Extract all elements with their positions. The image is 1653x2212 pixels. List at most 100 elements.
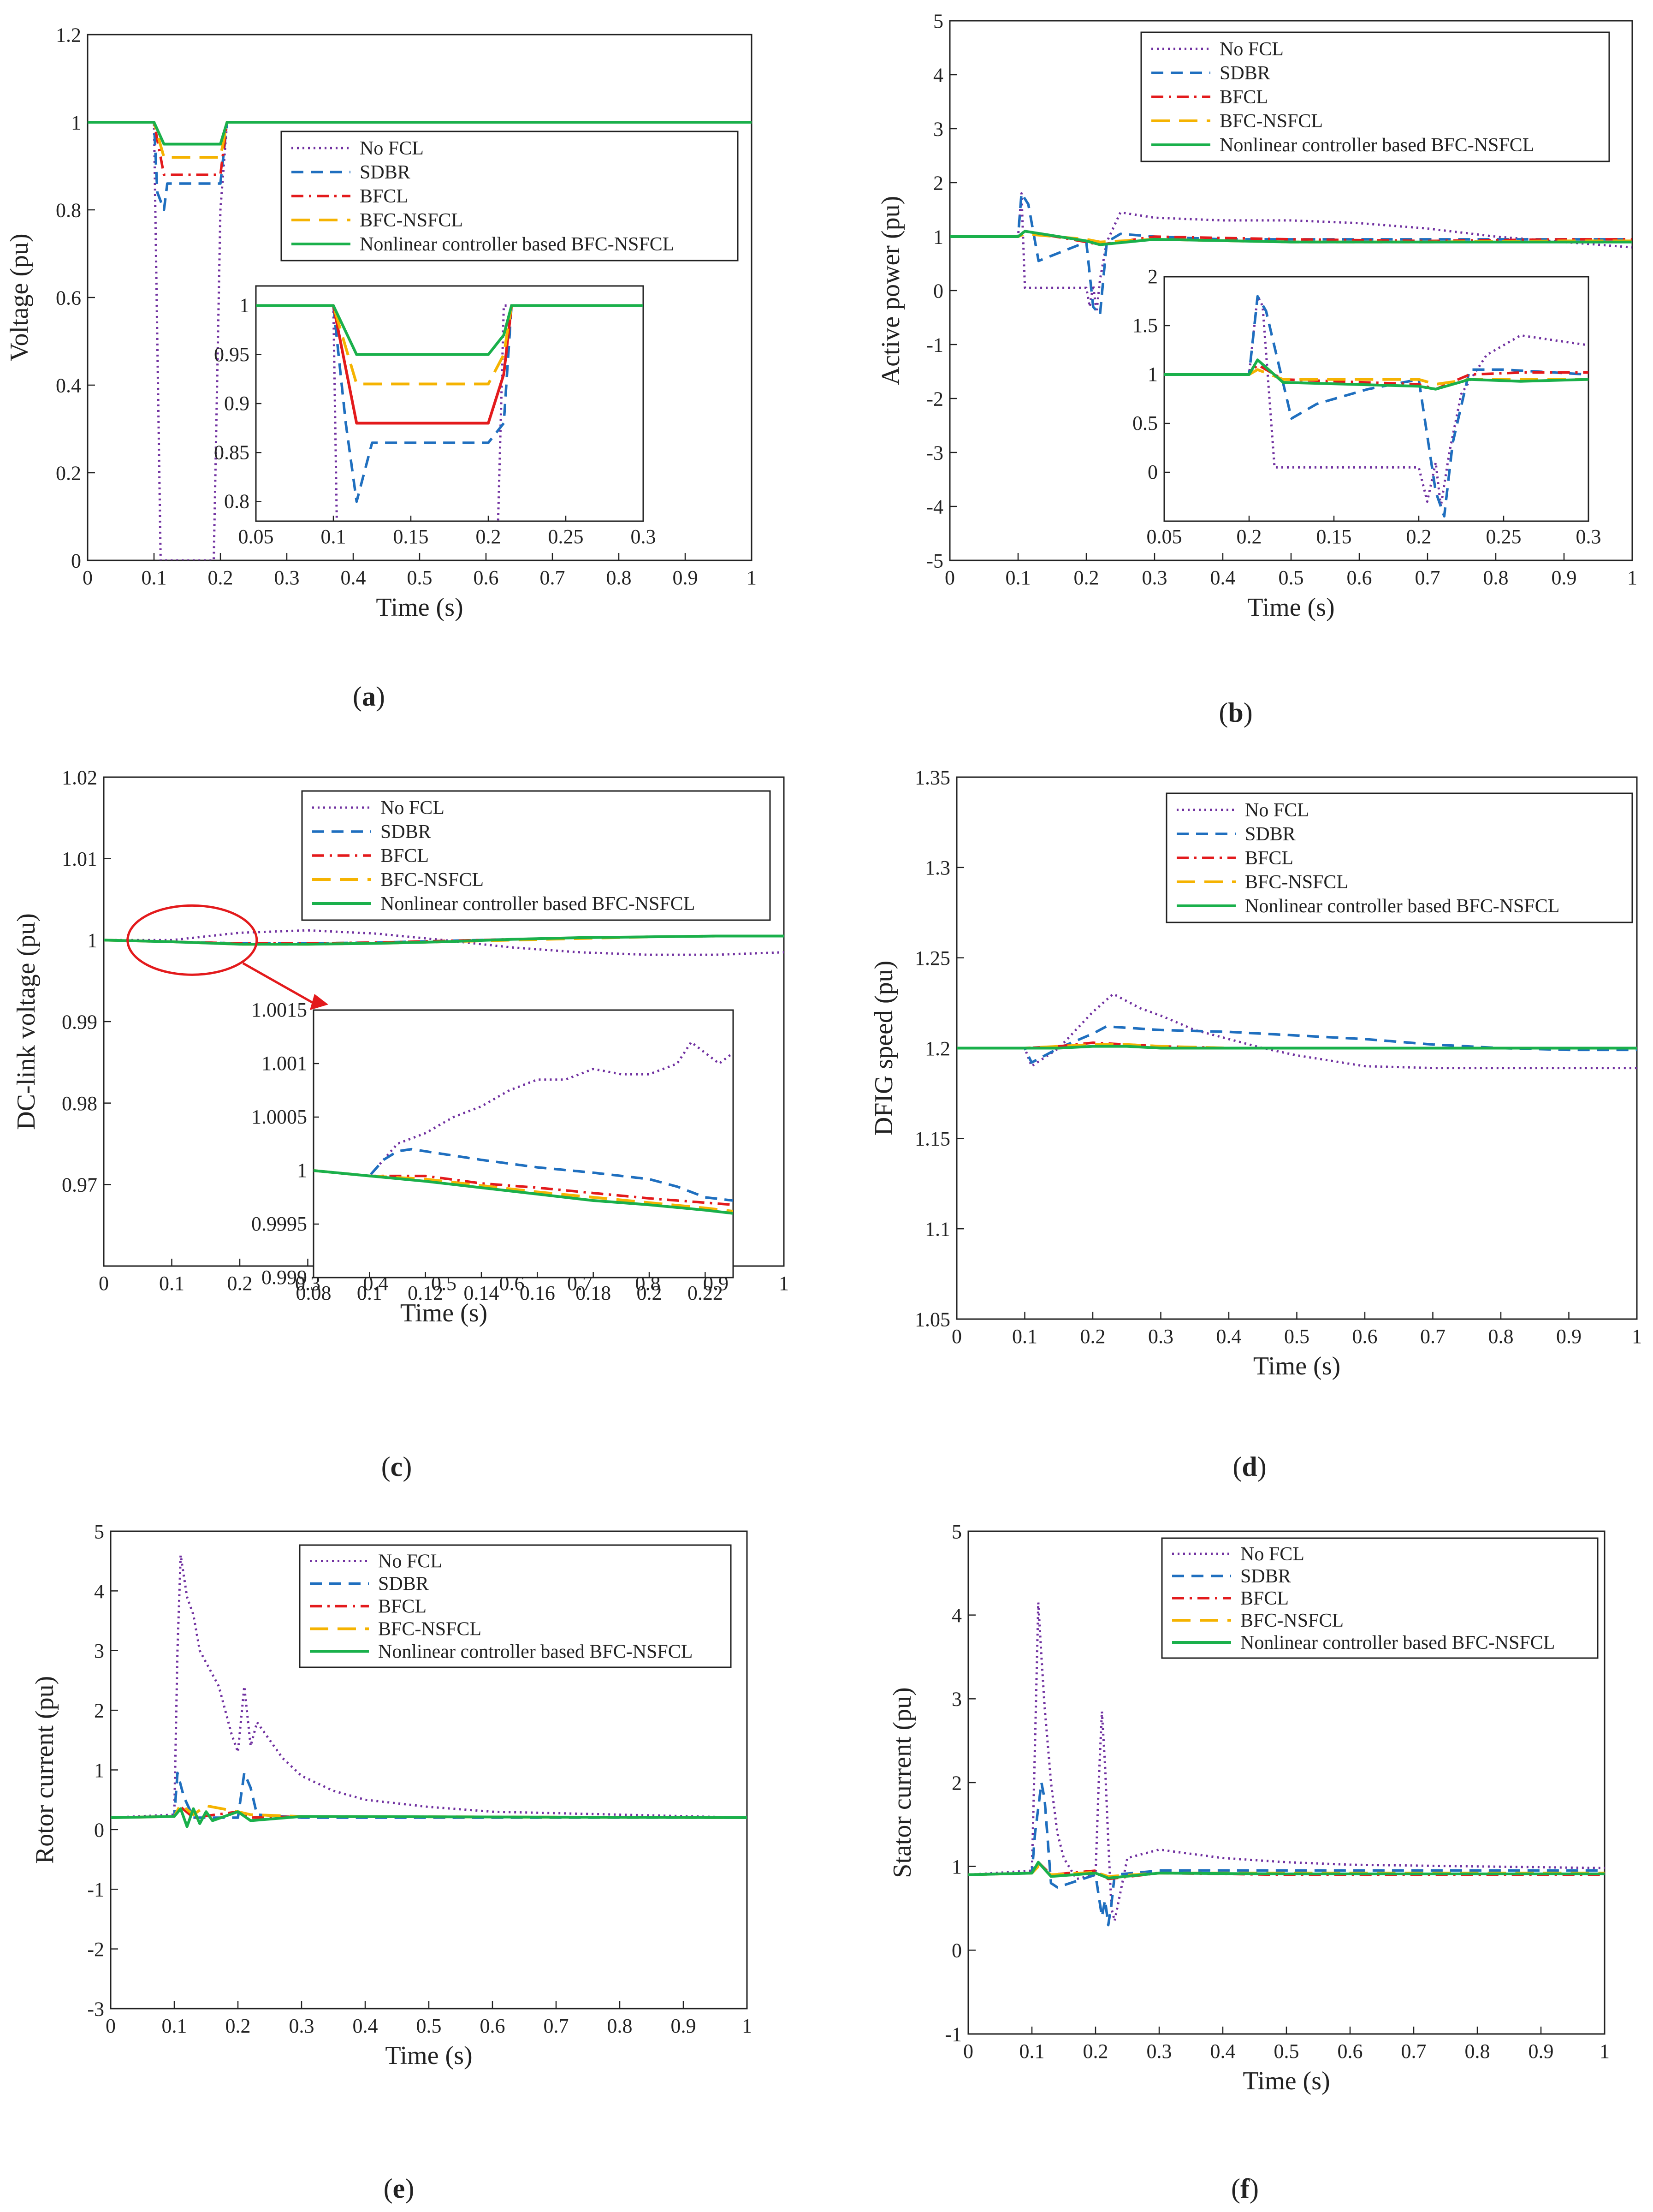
chart-e-ytick-label: -2 [87, 1938, 104, 1961]
chart-a-ylabel: Voltage (pu) [5, 233, 34, 361]
chart-c-inset-ytick-label: 1.0015 [251, 999, 307, 1021]
chart-e-xtick-label: 0.5 [416, 2015, 442, 2037]
chart-b-legend-label-sdbr: SDBR [1220, 63, 1270, 84]
chart-b-xlabel: Time (s) [1247, 593, 1334, 622]
chart-c-callout-arrowhead [310, 994, 328, 1010]
chart-c-legend-label-no-fcl: No FCL [380, 797, 444, 819]
chart-f-xtick-label: 0.1 [1019, 2040, 1045, 2063]
chart-a-inset-plot-frame [255, 285, 644, 522]
chart-e-xtick-label: 0.8 [607, 2015, 633, 2037]
chart-b-legend-label-bfc-nsfcl: BFC-NSFCL [1220, 111, 1323, 132]
chart-d-series-no-fcl [957, 993, 1637, 1070]
chart-d-ytick-label: 1.35 [915, 766, 950, 789]
chart-b-xtick-label: 0.7 [1415, 566, 1440, 589]
chart-b-xtick-label: 0.8 [1483, 566, 1509, 589]
chart-panel-a: 0 0.1 0.2 0.3 0.4 0.5 0.6 0.7 0.8 0.9 1 0 0.2 0.4 0.6 0… [5, 24, 757, 712]
chart-c-inset-ytick-label: 1.001 [261, 1052, 307, 1075]
chart-b-inset-xtick-label: 0.15 [1316, 525, 1352, 548]
chart-b-inset-ytick-label: 1 [1148, 363, 1158, 386]
chart-a-series-sdbr [88, 121, 752, 211]
chart-f-xtick-label: 0.9 [1529, 2040, 1554, 2063]
chart-b-ytick-label: 5 [933, 10, 943, 32]
chart-a-inset-ytick-label: 0.95 [214, 343, 249, 366]
chart-d-ytick-label: 1.25 [915, 947, 950, 969]
chart-c-xtick-label: 0 [99, 1272, 109, 1295]
chart-b-ytick-label: 0 [933, 279, 943, 302]
chart-c-inset-series-bfcl [314, 1169, 733, 1206]
chart-c-ytick-label: 0.98 [62, 1092, 97, 1115]
chart-f-caption: (f) [1231, 2173, 1259, 2204]
chart-e-ytick-label: 1 [94, 1759, 104, 1782]
chart-c-ytick-label: 0.97 [62, 1174, 97, 1196]
chart-a-inset-series-nonlinear [256, 304, 643, 356]
chart-f-legend-label-bfcl: BFCL [1240, 1588, 1289, 1609]
chart-a-xtick-label: 0.1 [142, 566, 167, 589]
chart-d-xtick-label: 0 [952, 1325, 962, 1348]
chart-b-ytick-label: -3 [926, 441, 943, 464]
chart-c-legend-label-bfcl: BFCL [380, 845, 429, 867]
chart-a-legend-label-no-fcl: No FCL [360, 138, 424, 159]
chart-c-legend-label-bfc-nsfcl: BFC-NSFCL [380, 869, 484, 891]
chart-b-ytick-label: 4 [933, 64, 943, 86]
chart-d-ytick-label: 1.2 [925, 1037, 950, 1060]
chart-d-xtick-label: 0.9 [1556, 1325, 1582, 1348]
chart-c-inset-xtick-label: 0.08 [296, 1282, 332, 1304]
chart-c-xtick-label: 0.1 [159, 1272, 184, 1295]
chart-a-xtick-label: 0.9 [673, 566, 698, 589]
chart-a-inset-xtick-label: 0.3 [631, 525, 656, 548]
chart-e-series-no-fcl [111, 1554, 747, 1819]
chart-e-legend [299, 1544, 732, 1668]
chart-b-ytick-label: -1 [926, 333, 943, 356]
chart-c-legend-label-nonlinear: Nonlinear controller based BFC-NSFCL [380, 893, 695, 915]
chart-e-xtick-label: 1 [742, 2015, 752, 2037]
chart-b-inset-ytick-label: 0.5 [1132, 412, 1158, 434]
chart-e-ytick-label: 0 [94, 1819, 104, 1841]
chart-b-inset-ytick-label: 1.5 [1132, 314, 1158, 337]
chart-d-xtick-label: 0.4 [1216, 1325, 1242, 1348]
chart-a-inset-xtick-label: 0.15 [393, 525, 429, 548]
chart-a-xtick-label: 0.2 [208, 566, 233, 589]
chart-b-ylabel: Active power (pu) [877, 196, 905, 386]
chart-f-xtick-label: 0.3 [1147, 2040, 1172, 2063]
chart-c-inset-xtick-label: 0.1 [357, 1282, 382, 1304]
chart-c-inset-xtick-label: 0.16 [520, 1282, 555, 1304]
chart-b-ytick-label: -5 [926, 549, 943, 572]
chart-e-xtick-label: 0.4 [353, 2015, 378, 2037]
chart-b-ytick-label: 3 [933, 118, 943, 140]
chart-a-ytick-label: 0.6 [56, 286, 81, 309]
chart-b-inset-series-no-fcl [1164, 295, 1588, 508]
chart-c-inset-xtick-label: 0.22 [687, 1282, 723, 1304]
chart-b-ytick-label: 2 [933, 172, 943, 194]
chart-f-xtick-label: 0.6 [1338, 2040, 1363, 2063]
chart-f-ytick-label: 0 [952, 1939, 962, 1962]
chart-b-inset-series-nonlinear [1164, 358, 1588, 391]
chart-b-xtick-label: 0.4 [1210, 566, 1236, 589]
chart-f-xtick-label: 0 [963, 2040, 973, 2063]
chart-f-legend-label-sdbr: SDBR [1240, 1566, 1291, 1587]
chart-b-series-no-fcl [950, 192, 1632, 314]
chart-d-xtick-label: 0.8 [1488, 1325, 1514, 1348]
chart-f-legend-label-nonlinear: Nonlinear controller based BFC-NSFCL [1240, 1632, 1555, 1653]
chart-c-callout-arrow [242, 962, 314, 1005]
chart-a-inset-ytick-label: 0.8 [224, 490, 249, 513]
chart-a-xtick-label: 0.8 [606, 566, 632, 589]
chart-f-xtick-label: 0.5 [1274, 2040, 1299, 2063]
chart-e-xtick-label: 0.3 [289, 2015, 314, 2037]
chart-d-legend-label-nonlinear: Nonlinear controller based BFC-NSFCL [1245, 896, 1559, 917]
chart-f-legend-label-bfc-nsfcl: BFC-NSFCL [1240, 1610, 1344, 1631]
chart-a-inset-series-sdbr [256, 304, 643, 503]
chart-f-ytick-label: 5 [952, 1520, 962, 1543]
chart-e-legend-label-nonlinear: Nonlinear controller based BFC-NSFCL [378, 1641, 693, 1663]
chart-b-inset-xtick-label: 0.05 [1147, 525, 1182, 548]
chart-e-ytick-label: 2 [94, 1700, 104, 1722]
chart-c-ytick-label: 1.02 [62, 766, 97, 789]
chart-e-xlabel: Time (s) [385, 2041, 472, 2070]
chart-b-ytick-label: -2 [926, 387, 943, 410]
chart-e-series-sdbr [111, 1772, 747, 1819]
chart-d-ytick-label: 1.15 [915, 1128, 950, 1150]
chart-d-legend-label-no-fcl: No FCL [1245, 800, 1309, 821]
chart-f-ytick-label: 2 [952, 1772, 962, 1794]
chart-c-inset: 0.08 0.1 0.12 0.14 0.16 0.18 0.2 0.22 0.999 0.999… [251, 999, 734, 1304]
chart-b-xtick-label: 0.3 [1142, 566, 1167, 589]
chart-e-caption: (e) [384, 2173, 415, 2204]
